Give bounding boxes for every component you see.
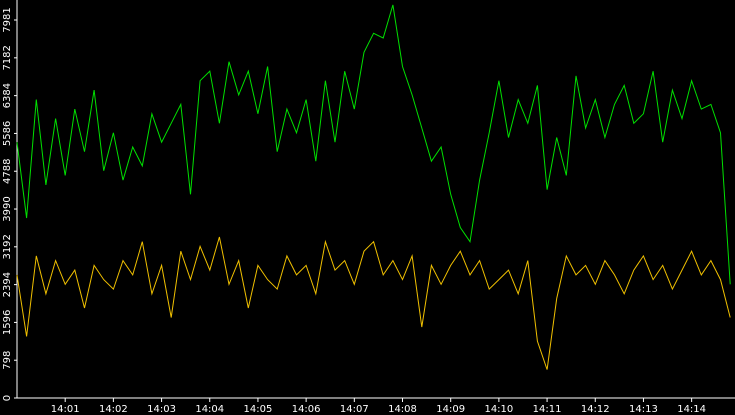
y-tick-label: 7981 — [2, 7, 13, 32]
series-line — [16, 4, 731, 285]
series-line — [16, 236, 731, 370]
x-tick-label: 14:06 — [292, 404, 321, 415]
x-tick-label: 14:02 — [99, 404, 128, 415]
x-tick-label: 14:03 — [147, 404, 176, 415]
x-tick-label: 14:10 — [484, 404, 513, 415]
y-tick-label: 5586 — [2, 121, 13, 146]
y-tick-label: 4788 — [2, 159, 13, 184]
x-tick-label: 14:08 — [388, 404, 417, 415]
y-tick-label: 798 — [2, 351, 13, 370]
x-tick-label: 14:04 — [195, 404, 224, 415]
y-tick-label: 1596 — [2, 310, 13, 335]
y-tick-label: 0 — [2, 395, 13, 401]
y-tick-label: 3990 — [2, 196, 13, 221]
y-tick-label: 3192 — [2, 234, 13, 259]
x-tick-label: 14:07 — [340, 404, 369, 415]
x-tick-label: 14:12 — [581, 404, 610, 415]
x-tick-label: 14:09 — [436, 404, 465, 415]
x-tick-label: 14:11 — [533, 404, 562, 415]
x-tick-label: 14:01 — [51, 404, 80, 415]
x-tick-label: 14:14 — [677, 404, 706, 415]
x-tick-label: 14:05 — [244, 404, 273, 415]
y-tick-label: 7182 — [2, 45, 13, 70]
y-tick-label: 2394 — [2, 272, 13, 297]
y-tick-label: 6384 — [2, 83, 13, 108]
x-tick-label: 14:13 — [629, 404, 658, 415]
